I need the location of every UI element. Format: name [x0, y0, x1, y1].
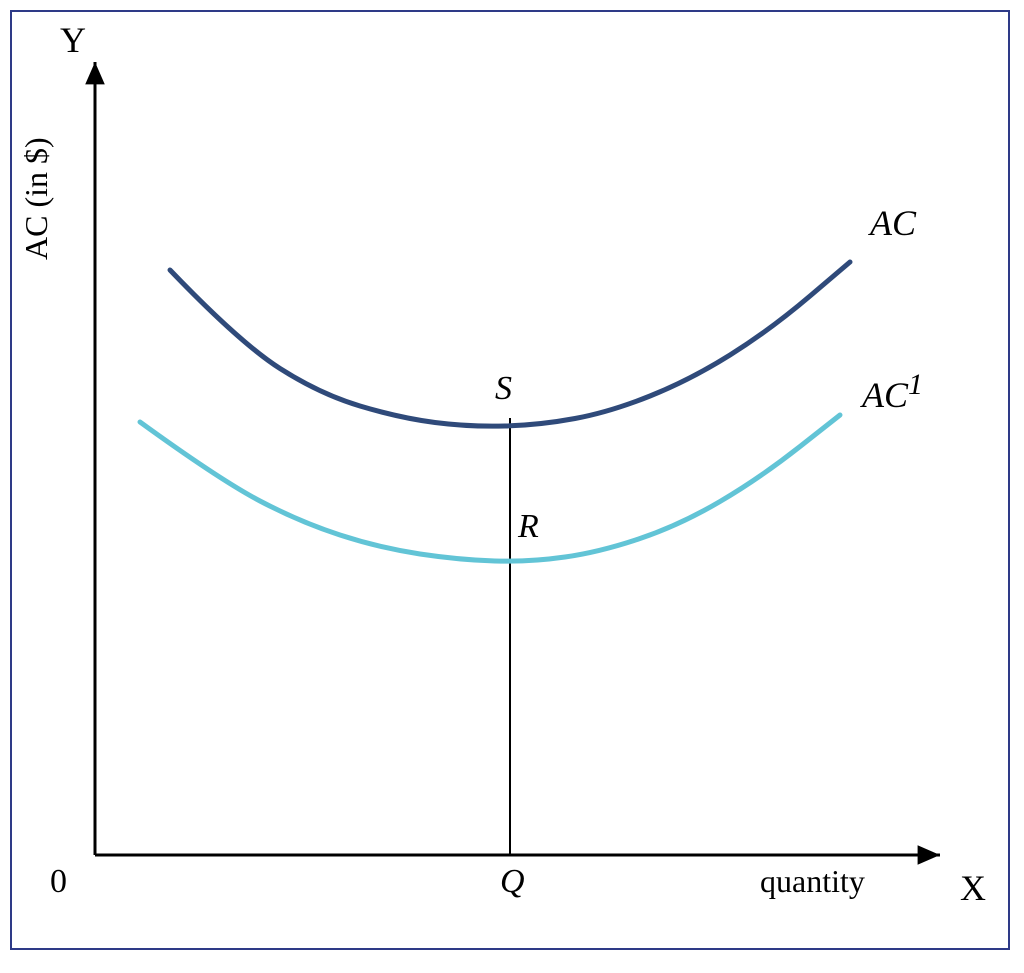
origin-label: 0: [50, 865, 67, 899]
y-axis-title: AC (in $): [20, 137, 52, 260]
curve-label-ac1-sup: 1: [908, 368, 923, 401]
y-axis-letter: Y: [60, 22, 86, 58]
q-marker-label: Q: [500, 865, 525, 899]
x-axis-letter: X: [960, 870, 986, 906]
curve-label-ac: AC: [870, 205, 916, 241]
chart-svg: [0, 0, 1024, 973]
x-axis-title: quantity: [760, 865, 865, 897]
curve-label-ac1-base: AC: [862, 375, 908, 415]
chart-canvas: Y X 0 quantity AC (in $) Q AC AC1 S R: [0, 0, 1024, 973]
point-label-s: S: [495, 372, 512, 406]
curve-label-ac1: AC1: [862, 370, 923, 413]
point-label-r: R: [518, 510, 539, 544]
